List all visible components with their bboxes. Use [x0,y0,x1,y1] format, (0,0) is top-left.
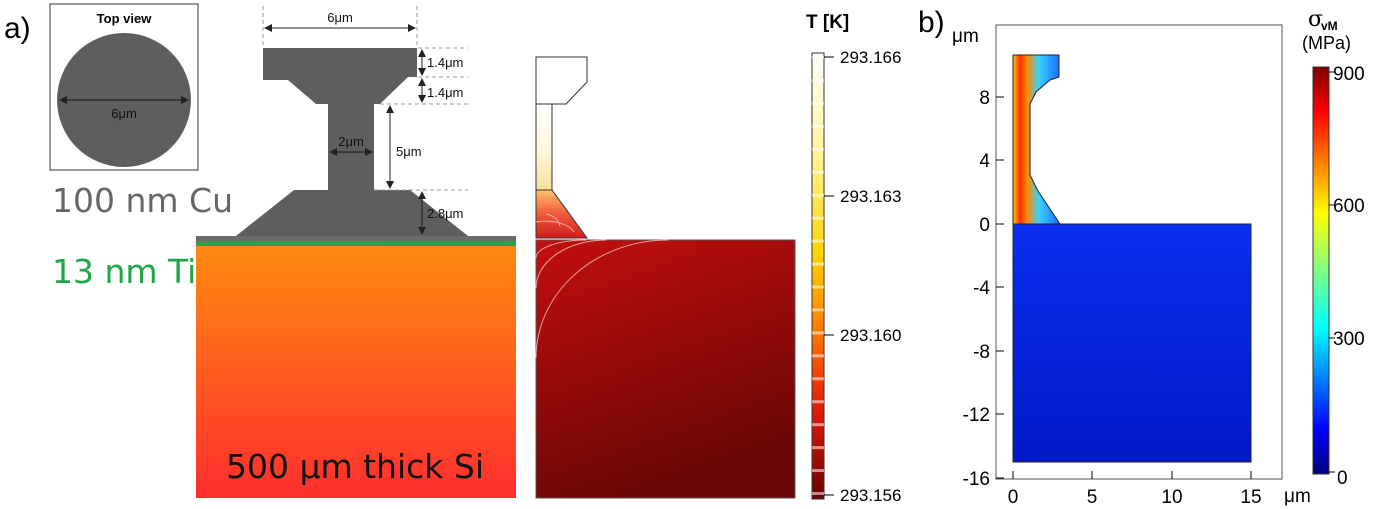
y-tick-label-neg12: -12 [963,405,990,426]
sim-isotherms [535,213,669,359]
y-tick-label-neg16: -16 [963,469,990,490]
stress-tick-label-0: 0 [1337,468,1348,489]
temperature-colorbar-band [812,216,824,220]
top-width-label: 6μm [327,10,353,25]
temperature-colorbar-band [812,331,824,335]
stress-tick-label-300: 300 [1333,329,1365,350]
y-tick-label-0: 0 [979,215,990,236]
neck-height-label: 5μm [396,144,422,159]
stress-tick-label-900: 900 [1333,64,1365,85]
x-tick-label-5: 5 [1087,487,1098,508]
top-view-inset: Top view 6μm [49,3,199,171]
si-substrate [196,246,516,498]
panel-b: b) μm 8 4 0 -4 -8 -12 -16 0 5 [918,6,1365,508]
stress-substrate [1012,223,1252,463]
si-layer-label: 500 μm thick Si [226,447,484,486]
panel-a-letter: a) [4,12,31,45]
ti-layer-label: 13 nm Ti [52,252,196,291]
y-tick-label-neg4: -4 [973,278,990,299]
temperature-colorbar: T [K] 293.166 293.163 293.160 293.156 [806,12,901,505]
temperature-colorbar-band [812,147,824,151]
temperature-colorbar-band [812,377,824,381]
temperature-colorbar-band [812,469,824,473]
panel-a: a) Top view 6μm 6μm 1.4μm 1.4μm [4,3,901,505]
y-tick-label-8: 8 [979,88,990,109]
base-height-label: 2.8μm [427,206,463,221]
sim-base [535,189,588,239]
stress-pillar [1012,54,1061,225]
temperature-colorbar-band [812,400,824,404]
temperature-colorbar-gradient [811,52,825,500]
x-tick-marks [1012,471,1252,479]
stress-colorbar-gradient [1312,66,1330,475]
temp-tick-label-3: 293.160 [840,326,901,345]
temperature-colorbar-title: T [K] [806,12,849,33]
x-axis-unit: μm [1284,486,1311,507]
cap-height-label: 1.4μm [427,55,463,70]
y-tick-label-neg8: -8 [973,342,990,363]
pillar-cross-section: 6μm 1.4μm 1.4μm 5μm 2μm 2.8μm [236,6,468,236]
x-tick-label-10: 10 [1161,487,1182,508]
thermal-simulation [535,56,796,499]
temp-tick-label-1: 293.166 [840,48,901,67]
stress-colorbar: σ vM (MPa) 900 600 300 0 [1302,7,1365,489]
y-tick-marks [996,96,1004,479]
stress-tick-label-600: 600 [1333,196,1365,217]
cu-layer-label: 100 nm Cu [52,181,233,220]
x-tick-label-15: 15 [1240,487,1261,508]
sim-neck [535,103,553,191]
temp-tick-label-2: 293.163 [840,187,901,206]
temperature-colorbar-band [812,101,824,105]
temperature-colorbar-band [812,446,824,450]
temperature-colorbar-band [812,170,824,174]
ti-layer [196,241,516,246]
panel-b-letter: b) [918,6,945,39]
top-view-title: Top view [97,11,153,26]
temperature-colorbar-band [812,124,824,128]
temperature-colorbar-band [812,239,824,243]
temperature-colorbar-bands [812,56,824,495]
temperature-colorbar-band [812,423,824,427]
temp-tick-label-4: 293.156 [840,486,901,505]
temperature-colorbar-band [812,56,824,59]
stress-colorbar-unit: (MPa) [1302,33,1351,53]
y-tick-label-4: 4 [979,151,990,172]
neck-width-label: 2μm [338,134,364,149]
temperature-colorbar-band [812,308,824,312]
temperature-colorbar-band [812,262,824,266]
temperature-colorbar-band [812,492,824,495]
cu-pillar [236,48,468,236]
top-view-diameter-label: 6μm [111,106,137,121]
transition-height-label: 1.4μm [427,85,463,100]
temperature-colorbar-band [812,354,824,358]
temperature-colorbar-band [812,285,824,289]
temperature-colorbar-band [812,78,824,82]
stress-colorbar-symbol: σ [1308,7,1323,32]
x-tick-label-0: 0 [1008,487,1019,508]
cu-layer [196,236,516,241]
stress-colorbar-subscript: vM [1321,19,1338,33]
y-axis-unit: μm [952,26,979,47]
sim-substrate [535,239,796,499]
sim-cap [535,56,588,105]
temperature-colorbar-band [812,193,824,197]
